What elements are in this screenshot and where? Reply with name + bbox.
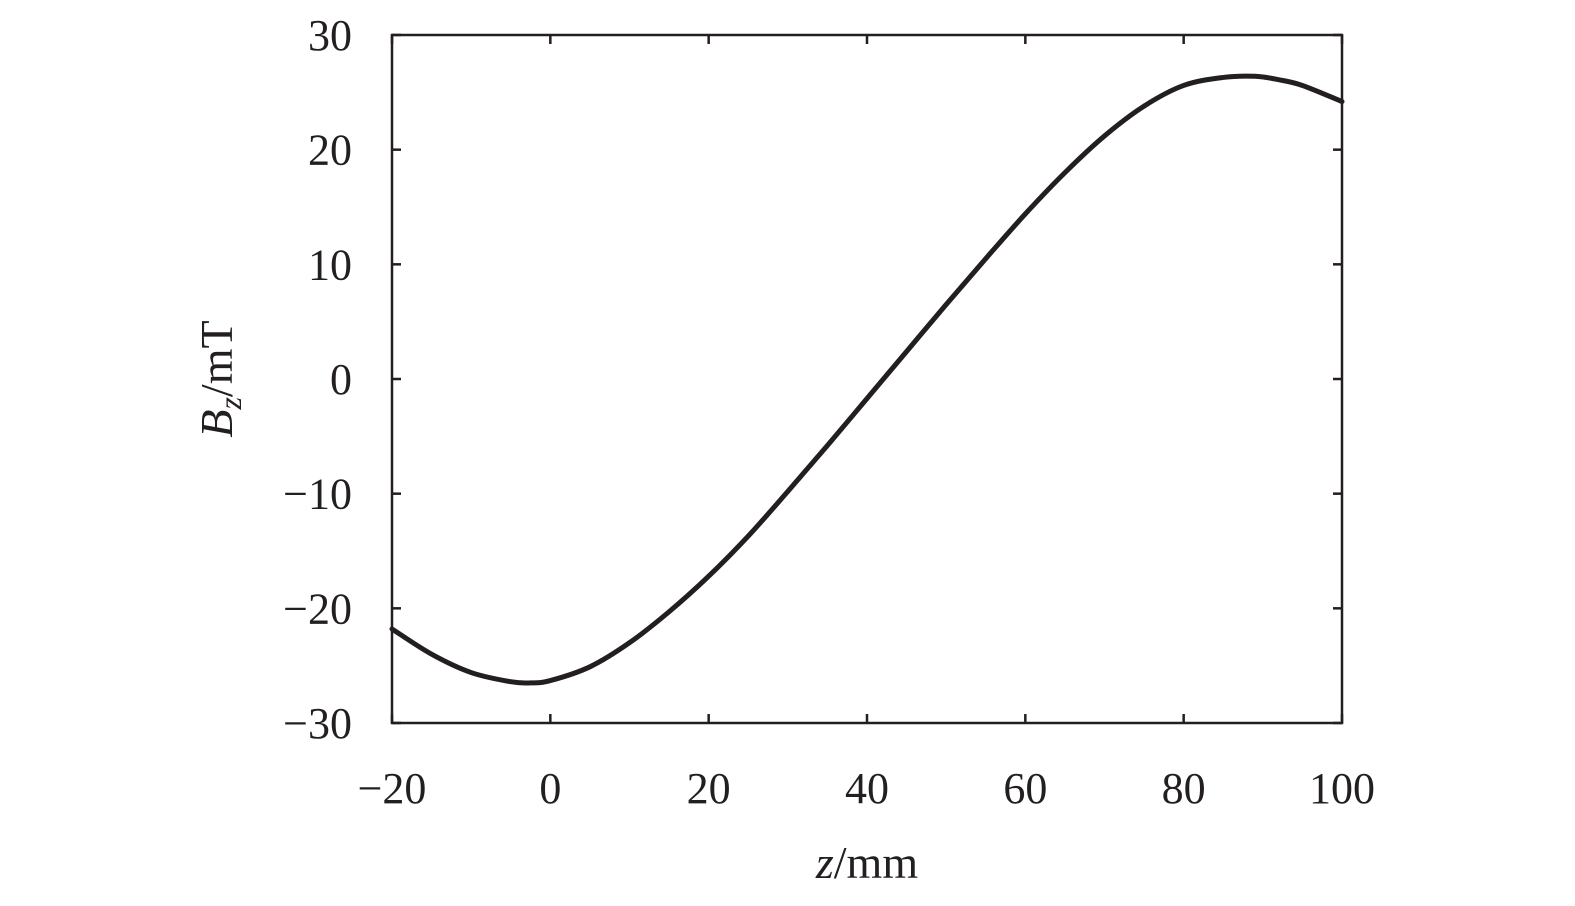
- x-tick-label: 80: [1162, 764, 1206, 813]
- y-tick-label: 30: [308, 11, 352, 60]
- x-tick-label: 0: [539, 764, 561, 813]
- x-tick-label: −20: [358, 764, 427, 813]
- x-axis-var: z: [815, 837, 834, 888]
- ticks: [390, 33, 1344, 725]
- x-tick-label: 100: [1309, 764, 1375, 813]
- series-group: [389, 73, 1345, 686]
- y-tick-label: 10: [308, 240, 352, 289]
- plot-frame: [390, 33, 1344, 725]
- x-tick-label: 60: [1003, 764, 1047, 813]
- y-tick-label: 20: [308, 126, 352, 175]
- y-axis-label: Bz/mT: [191, 320, 248, 437]
- y-axis-unit: /mT: [191, 320, 242, 397]
- y-tick-label: −10: [283, 470, 352, 519]
- x-axis-label: z/mm: [815, 837, 918, 888]
- x-tick-label: 20: [687, 764, 731, 813]
- series-line-0: [389, 73, 1345, 686]
- y-tick-label: 0: [330, 355, 352, 404]
- y-tick-label: −20: [283, 584, 352, 633]
- x-tick-label: 40: [845, 764, 889, 813]
- y-axis-subscript: z: [212, 397, 248, 411]
- y-tick-label: −30: [283, 699, 352, 748]
- y-axis-var: B: [191, 410, 242, 438]
- x-axis-unit: /mm: [834, 837, 919, 888]
